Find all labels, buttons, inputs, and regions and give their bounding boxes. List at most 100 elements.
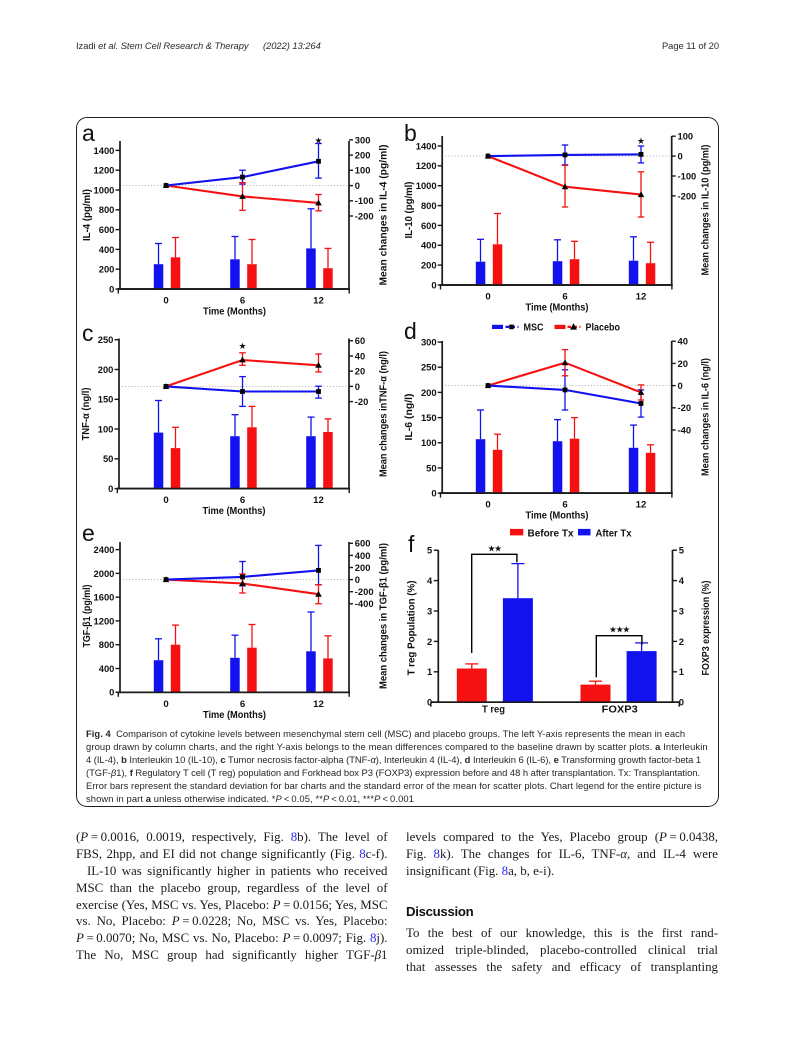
svg-text:1400: 1400 <box>416 140 437 151</box>
svg-text:3: 3 <box>427 605 432 616</box>
svg-text:Time (Months): Time (Months) <box>203 506 266 517</box>
svg-text:250: 250 <box>421 362 437 373</box>
svg-text:TGF-β1 (pg/ml): TGF-β1 (pg/ml) <box>82 585 93 648</box>
svg-text:-100: -100 <box>355 195 374 206</box>
svg-text:6: 6 <box>562 292 567 303</box>
svg-text:-20: -20 <box>355 396 369 407</box>
svg-text:-400: -400 <box>355 598 374 609</box>
svg-text:12: 12 <box>313 699 324 710</box>
svg-text:IL-10 (pg/ml): IL-10 (pg/ml) <box>404 182 415 239</box>
svg-text:300: 300 <box>421 337 437 348</box>
svg-text:Placebo: Placebo <box>586 323 621 334</box>
svg-text:Time (Months): Time (Months) <box>203 307 266 318</box>
svg-text:100: 100 <box>355 165 371 176</box>
svg-text:12: 12 <box>313 296 324 307</box>
svg-text:★★★: ★★★ <box>610 625 631 634</box>
svg-text:0: 0 <box>678 380 683 391</box>
svg-text:c: c <box>82 320 94 346</box>
svg-text:800: 800 <box>421 200 437 211</box>
svg-text:600: 600 <box>421 220 437 231</box>
svg-text:-20: -20 <box>678 402 692 413</box>
svg-text:0: 0 <box>679 697 684 708</box>
svg-text:800: 800 <box>99 204 115 215</box>
svg-text:a: a <box>82 120 95 146</box>
svg-text:12: 12 <box>636 500 647 511</box>
svg-text:Mean changes inTNF-α (ng/l): Mean changes inTNF-α (ng/l) <box>379 351 390 477</box>
svg-text:0: 0 <box>678 151 683 162</box>
svg-text:6: 6 <box>562 500 567 511</box>
svg-text:200: 200 <box>98 364 114 375</box>
svg-text:0: 0 <box>431 488 436 499</box>
svg-text:Time (Months): Time (Months) <box>526 511 589 522</box>
svg-text:FOXP3: FOXP3 <box>602 705 638 716</box>
svg-text:Mean changes in TGF-β1 (pg/ml): Mean changes in TGF-β1 (pg/ml) <box>379 543 390 689</box>
svg-text:600: 600 <box>355 538 371 549</box>
svg-text:400: 400 <box>99 244 115 255</box>
svg-text:Mean changes in IL-4 (pg/ml): Mean changes in IL-4 (pg/ml) <box>379 145 390 286</box>
svg-text:300: 300 <box>355 134 371 145</box>
svg-text:d: d <box>404 318 417 344</box>
svg-text:100: 100 <box>421 437 437 448</box>
svg-text:20: 20 <box>678 358 688 369</box>
svg-text:5: 5 <box>427 545 432 556</box>
svg-text:6: 6 <box>240 495 245 506</box>
svg-text:FOXP3 expression (%): FOXP3 expression (%) <box>701 581 712 676</box>
svg-text:250: 250 <box>98 334 114 345</box>
svg-text:0: 0 <box>355 381 360 392</box>
svg-text:6: 6 <box>240 296 245 307</box>
svg-text:2400: 2400 <box>94 544 115 555</box>
svg-text:1200: 1200 <box>94 615 115 626</box>
svg-text:0: 0 <box>163 699 168 710</box>
svg-text:100: 100 <box>678 131 694 142</box>
svg-text:1000: 1000 <box>94 184 115 195</box>
svg-text:5: 5 <box>679 545 684 556</box>
svg-text:Mean changes in IL-10 (pg/ml): Mean changes in IL-10 (pg/ml) <box>701 145 712 276</box>
svg-text:MSC: MSC <box>524 323 544 334</box>
svg-text:b: b <box>404 120 417 146</box>
svg-text:e: e <box>82 520 95 546</box>
svg-text:f: f <box>408 531 415 557</box>
svg-text:-200: -200 <box>355 586 374 597</box>
svg-text:1200: 1200 <box>94 165 115 176</box>
svg-text:200: 200 <box>99 264 115 275</box>
svg-text:IL-6 (ng/l): IL-6 (ng/l) <box>404 394 415 441</box>
svg-text:★: ★ <box>315 136 323 145</box>
svg-text:0: 0 <box>355 180 360 191</box>
svg-text:-200: -200 <box>355 210 374 221</box>
svg-text:-40: -40 <box>678 424 692 435</box>
svg-text:800: 800 <box>99 639 115 650</box>
svg-text:Before Tx: Before Tx <box>528 529 574 540</box>
svg-text:2: 2 <box>679 636 684 647</box>
svg-text:T reg Population (%): T reg Population (%) <box>407 581 418 676</box>
svg-text:0: 0 <box>163 296 168 307</box>
svg-text:50: 50 <box>103 453 113 464</box>
svg-text:★★: ★★ <box>488 544 503 553</box>
svg-text:400: 400 <box>421 240 437 251</box>
svg-text:150: 150 <box>98 394 114 405</box>
svg-text:0: 0 <box>355 574 360 585</box>
svg-text:After Tx: After Tx <box>596 529 632 540</box>
svg-text:0: 0 <box>109 283 114 294</box>
svg-text:150: 150 <box>421 412 437 423</box>
svg-text:4: 4 <box>427 575 433 586</box>
svg-text:400: 400 <box>355 550 371 561</box>
svg-text:0: 0 <box>427 697 432 708</box>
svg-text:200: 200 <box>355 562 371 573</box>
svg-text:T reg: T reg <box>482 705 505 716</box>
svg-text:0: 0 <box>431 279 436 290</box>
svg-text:0: 0 <box>485 500 490 511</box>
svg-text:TNF-α (ng/l): TNF-α (ng/l) <box>81 388 92 441</box>
svg-text:200: 200 <box>355 150 371 161</box>
svg-text:20: 20 <box>355 366 365 377</box>
svg-text:4: 4 <box>679 575 685 586</box>
svg-text:Time (Months): Time (Months) <box>203 710 266 721</box>
svg-text:1200: 1200 <box>416 160 437 171</box>
svg-text:12: 12 <box>313 495 324 506</box>
svg-text:1400: 1400 <box>94 145 115 156</box>
svg-text:200: 200 <box>421 387 437 398</box>
svg-text:1: 1 <box>679 666 684 677</box>
svg-text:-100: -100 <box>678 170 697 181</box>
svg-text:100: 100 <box>98 423 114 434</box>
svg-text:0: 0 <box>109 687 114 698</box>
svg-text:400: 400 <box>99 663 115 674</box>
